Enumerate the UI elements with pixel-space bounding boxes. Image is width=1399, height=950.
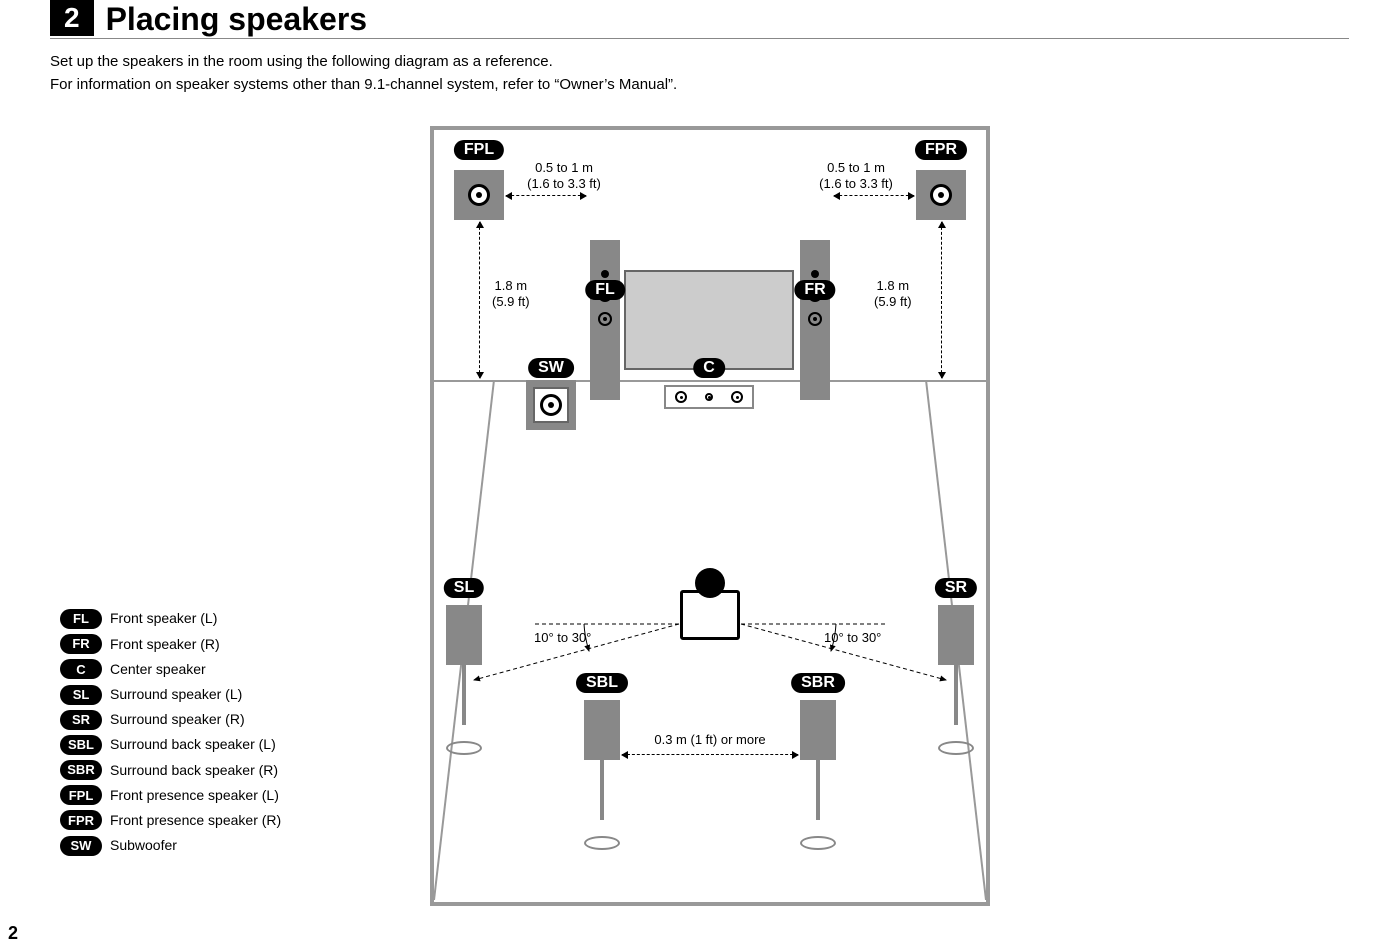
legend-row: SL Surround speaker (L) — [60, 682, 281, 707]
angle-right: 10° to 30° — [824, 630, 881, 646]
dim-text: 0.5 to 1 m — [527, 160, 601, 176]
legend-code: FR — [60, 634, 102, 654]
legend-desc: Center speaker — [110, 657, 206, 682]
fr-speaker-icon — [800, 240, 830, 400]
intro-line-2: For information on speaker systems other… — [50, 74, 1349, 97]
legend-row: SW Subwoofer — [60, 833, 281, 858]
sl-stand-icon — [446, 665, 482, 755]
sbl-stand-icon — [584, 760, 620, 850]
label-fr: FR — [794, 280, 835, 300]
dim-text: 1.8 m — [492, 278, 530, 294]
speaker-legend: FLFront speaker (L) FRFront speaker (R) … — [60, 606, 281, 858]
legend-row: FPL Front presence speaker (L) — [60, 783, 281, 808]
sbl-speaker-icon — [584, 700, 620, 760]
legend-desc: Front speaker (L) — [110, 606, 217, 631]
sl-speaker-icon — [446, 605, 482, 665]
label-sw: SW — [528, 358, 574, 378]
dim-text: 1.8 m — [874, 278, 912, 294]
legend-desc: Surround back speaker (R) — [110, 758, 278, 783]
label-sl: SL — [444, 578, 484, 598]
dim-fpr-v: 1.8 m (5.9 ft) — [874, 278, 912, 309]
legend-row: FL Front speaker (L) — [60, 606, 281, 631]
legend-code: SBL — [60, 735, 102, 755]
dim-line-fpr-v — [941, 222, 942, 378]
label-sbl: SBL — [576, 673, 628, 693]
dim-fpl-v: 1.8 m (5.9 ft) — [492, 278, 530, 309]
legend-code: SL — [60, 685, 102, 705]
dim-line-sb — [622, 754, 798, 755]
legend-row: SBR Surround back speaker (R) — [60, 758, 281, 783]
label-fpr: FPR — [915, 140, 967, 160]
legend-code: FL — [60, 609, 102, 629]
fpr-speaker-icon — [916, 170, 966, 220]
legend-desc: Front speaker (R) — [110, 632, 220, 657]
sbr-speaker-icon — [800, 700, 836, 760]
legend-desc: Subwoofer — [110, 833, 177, 858]
legend-row: SR Surround speaker (R) — [60, 707, 281, 732]
dim-line-fpl-h — [506, 195, 586, 196]
intro-text: Set up the speakers in the room using th… — [50, 51, 1349, 96]
legend-code: C — [60, 659, 102, 679]
dim-sb: 0.3 m (1 ft) or more — [654, 732, 765, 748]
page-number: 2 — [8, 923, 18, 944]
legend-desc: Surround speaker (R) — [110, 707, 245, 732]
dim-fpr-h: 0.5 to 1 m (1.6 to 3.3 ft) — [819, 160, 893, 191]
legend-desc: Front presence speaker (L) — [110, 783, 279, 808]
listener-icon — [680, 590, 740, 662]
label-sr: SR — [935, 578, 977, 598]
fl-speaker-icon — [590, 240, 620, 400]
step-number-badge: 2 — [50, 0, 94, 36]
dim-text: (5.9 ft) — [492, 294, 530, 310]
legend-row: SBL Surround back speaker (L) — [60, 732, 281, 757]
dim-line-fpr-h — [834, 195, 914, 196]
legend-row: FPR Front presence speaker (R) — [60, 808, 281, 833]
legend-row: C Center speaker — [60, 657, 281, 682]
label-sbr: SBR — [791, 673, 845, 693]
tv-icon — [624, 270, 794, 370]
dim-fpl-h: 0.5 to 1 m (1.6 to 3.3 ft) — [527, 160, 601, 191]
dim-text: (5.9 ft) — [874, 294, 912, 310]
legend-desc: Surround back speaker (L) — [110, 732, 276, 757]
label-fl: FL — [585, 280, 625, 300]
section-header: 2 Placing speakers — [50, 0, 1349, 39]
legend-code: FPR — [60, 810, 102, 830]
sbr-stand-icon — [800, 760, 836, 850]
legend-desc: Surround speaker (L) — [110, 682, 242, 707]
sr-speaker-icon — [938, 605, 974, 665]
angle-left: 10° to 30° — [534, 630, 591, 646]
sr-stand-icon — [938, 665, 974, 755]
dim-text: (1.6 to 3.3 ft) — [527, 176, 601, 192]
legend-desc: Front presence speaker (R) — [110, 808, 281, 833]
label-c: C — [693, 358, 725, 378]
legend-code: SR — [60, 710, 102, 730]
dim-text: 0.5 to 1 m — [819, 160, 893, 176]
placement-diagram: FPL FPR 0.5 to 1 m (1.6 to 3.3 ft) 0.5 t… — [430, 126, 990, 906]
legend-code: SBR — [60, 760, 102, 780]
section-title: Placing speakers — [106, 0, 367, 38]
dim-line-fpl-v — [479, 222, 480, 378]
dim-text: (1.6 to 3.3 ft) — [819, 176, 893, 192]
legend-code: SW — [60, 836, 102, 856]
intro-line-1: Set up the speakers in the room using th… — [50, 51, 1349, 74]
label-fpl: FPL — [454, 140, 504, 160]
legend-code: FPL — [60, 785, 102, 805]
legend-row: FR Front speaker (R) — [60, 632, 281, 657]
fpl-speaker-icon — [454, 170, 504, 220]
